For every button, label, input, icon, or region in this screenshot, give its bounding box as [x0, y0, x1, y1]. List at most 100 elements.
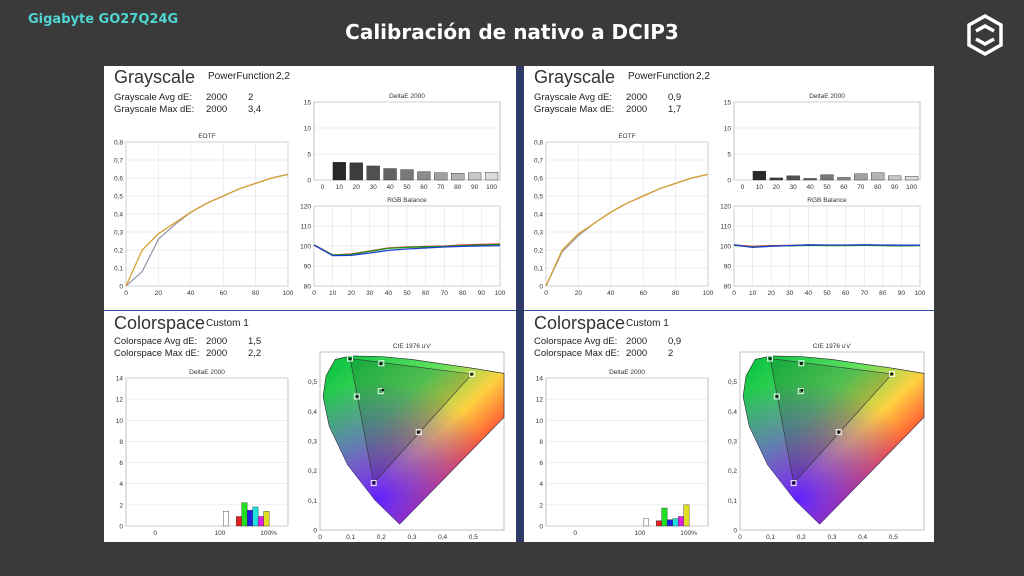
delta-e-bar [417, 171, 431, 181]
y-tick-label: 0,3 [114, 230, 123, 237]
delta-e-bar [871, 172, 885, 181]
x-tick-label: 0 [124, 290, 128, 297]
x-tick-label: 30 [366, 290, 374, 297]
x-tick-label: 70 [857, 184, 865, 191]
y-tick-label: 8 [119, 439, 123, 446]
delta-e-bar [769, 177, 783, 181]
series-line [545, 173, 709, 287]
y-tick-label: 10 [304, 126, 312, 133]
y-tick-label: 0 [727, 178, 731, 185]
y-tick-label: 0 [539, 284, 543, 291]
measured-point [837, 430, 841, 434]
stat-value: 0,9 [668, 336, 682, 347]
y-tick-label: 0 [733, 528, 737, 535]
stat-value: 2 [248, 92, 254, 103]
measured-point [372, 481, 376, 484]
y-tick-label: 4 [119, 481, 123, 488]
measured-point [775, 395, 779, 398]
y-tick-label: 0,4 [728, 409, 737, 416]
measured-point [470, 372, 474, 376]
stat-value: 0,9 [668, 92, 682, 103]
x-tick-label: 60 [840, 184, 848, 191]
target-marker [347, 355, 354, 362]
plot-frame [733, 101, 921, 181]
y-tick-label: 0,6 [534, 176, 543, 183]
y-tick-label: 90 [304, 264, 312, 271]
delta-e-bar [904, 176, 919, 181]
y-tick-label: 0 [539, 524, 543, 531]
spectral-locus-blue [743, 355, 924, 525]
x-tick-label: 50 [403, 184, 411, 191]
x-tick-label: 90 [898, 290, 906, 297]
gamut-triangle [769, 358, 893, 484]
x-tick-label: 80 [252, 290, 260, 297]
series-line [313, 243, 501, 256]
x-tick-label: 20 [773, 184, 781, 191]
target-marker [835, 429, 842, 436]
plot-frame [545, 377, 709, 527]
stat-count: 2000 [626, 92, 648, 103]
gamut-triangle [349, 358, 473, 484]
delta-e-bar [803, 178, 817, 181]
x-tick-label: 100 [906, 184, 917, 191]
x-tick-label: 20 [768, 290, 776, 297]
stat-label: Colorspace Avg dE: [534, 336, 618, 347]
stat-label: Grayscale Avg dE: [534, 92, 612, 103]
measured-point [768, 357, 772, 360]
y-tick-label: 0 [313, 528, 317, 535]
target-marker [415, 429, 422, 436]
x-tick-label: 100 [495, 290, 506, 297]
colorspace-subtitle: Custom 1 [626, 318, 669, 329]
x-tick-label: 40 [187, 290, 195, 297]
chart-title: DeltaE 2000 [609, 369, 645, 376]
y-tick-label: 15 [724, 100, 732, 107]
y-tick-label: 80 [724, 284, 732, 291]
plot-frame [319, 351, 505, 531]
spectral-locus-blue [323, 355, 504, 525]
x-tick-label: 100% [680, 530, 697, 537]
measured-point [792, 481, 796, 485]
target-marker [370, 480, 377, 487]
target-marker [378, 360, 385, 367]
delta-e-bar [366, 165, 380, 181]
x-tick-label: 20 [348, 290, 356, 297]
x-tick-label: 80 [874, 184, 882, 191]
y-tick-label: 15 [304, 100, 312, 107]
y-tick-label: 120 [300, 204, 311, 211]
x-tick-label: 40 [607, 290, 615, 297]
section-divider [104, 310, 516, 311]
x-tick-label: 0 [318, 534, 322, 541]
plot-frame [125, 377, 289, 527]
series-line [733, 244, 920, 249]
x-tick-label: 20 [575, 290, 583, 297]
y-tick-label: 0,6 [114, 176, 123, 183]
x-tick-label: 0,2 [797, 534, 806, 541]
delta-e-bar [854, 173, 868, 181]
colorspace-bar [683, 504, 690, 527]
y-tick-label: 120 [720, 204, 731, 211]
stat-label: Grayscale Max dE: [534, 104, 615, 115]
chart-title: RGB Balance [387, 197, 427, 204]
y-tick-label: 0,1 [308, 498, 317, 505]
x-tick-label: 90 [478, 290, 486, 297]
measured-point [381, 388, 385, 392]
delta-e-bar [332, 162, 346, 181]
y-tick-label: 2 [539, 502, 543, 509]
x-tick-label: 80 [672, 290, 680, 297]
y-tick-label: 90 [724, 264, 732, 271]
delta-e-bar [888, 175, 902, 181]
x-tick-label: 0 [741, 184, 745, 191]
y-tick-label: 0,7 [114, 158, 123, 165]
x-tick-label: 0,2 [377, 534, 386, 541]
delta-e-bar [786, 175, 800, 181]
y-tick-label: 5 [727, 152, 731, 159]
x-tick-label: 100 [915, 290, 926, 297]
target-marker [469, 371, 476, 377]
colorspace-bar [655, 520, 662, 527]
x-tick-label: 40 [385, 290, 393, 297]
page-title: Calibración de nativo a DCIP3 [345, 20, 679, 44]
y-tick-label: 10 [116, 418, 124, 425]
brand-label: Gigabyte GO27Q24G [28, 12, 179, 27]
